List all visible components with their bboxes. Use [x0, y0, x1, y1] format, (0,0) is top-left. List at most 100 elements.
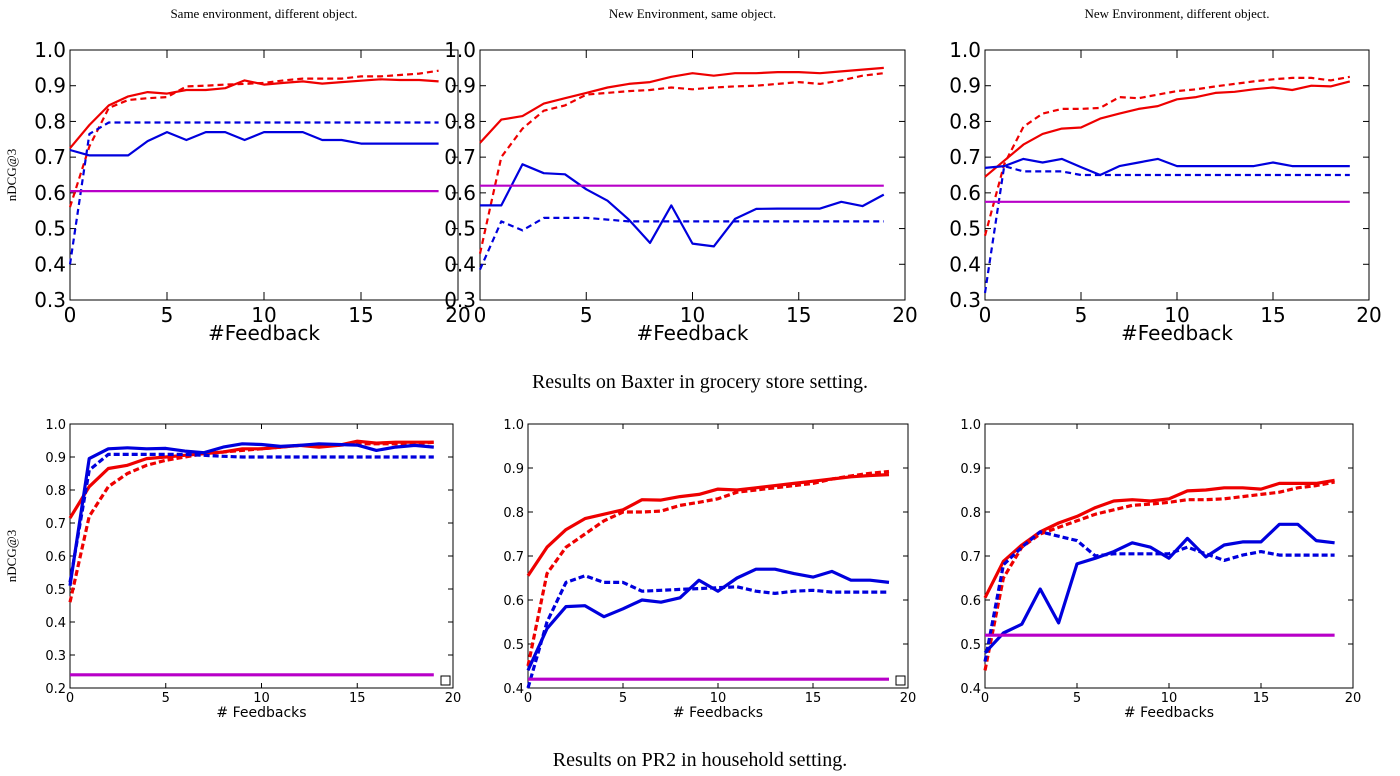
series-line-blue-dashed — [68, 452, 434, 583]
x-axis-label: #Feedback — [1121, 321, 1233, 345]
chart-title: New Environment, same object. — [609, 6, 776, 21]
series-line-blue-dashed — [68, 121, 439, 265]
x-tick-label: 10 — [1161, 691, 1178, 706]
x-axis-label: #Feedback — [208, 321, 320, 345]
y-tick-label: 0.3 — [949, 288, 981, 312]
x-tick-label: 20 — [445, 691, 462, 706]
plot-frame — [527, 423, 909, 689]
series-line-red-solid — [69, 78, 439, 149]
x-tick-label: 5 — [161, 303, 174, 327]
x-tick-label: 15 — [805, 691, 822, 706]
legend-marker — [440, 675, 451, 686]
y-tick-label: 0.7 — [949, 145, 981, 169]
row-caption: Results on PR2 in household setting. — [553, 749, 847, 771]
x-axis-label: # Feedbacks — [673, 705, 763, 721]
y-tick-label: 0.5 — [34, 217, 66, 241]
y-tick-label: 0.6 — [444, 181, 476, 205]
chart-panel: 0.4 0.5 0.6 0.7 0.8 0.9 1.0 0 5 10 15 20 # Feedbacks — [503, 418, 916, 721]
y-tick-label: 0.7 — [444, 145, 476, 169]
y-tick-label: 0.3 — [444, 288, 476, 312]
series-line-blue-dashed — [983, 530, 1335, 662]
y-tick-label: 0.6 — [45, 550, 66, 565]
chart-panel: Same environment, different object. 0.3 0.… — [34, 6, 471, 345]
x-tick-label: 20 — [445, 303, 470, 327]
series-line-blue-dashed — [526, 574, 889, 689]
y-tick-label: 0.9 — [503, 462, 524, 477]
y-tick-label: 0.6 — [960, 594, 981, 609]
y-tick-label: 0.6 — [949, 181, 981, 205]
y-tick-label: 0.4 — [444, 252, 476, 276]
y-tick-label: 0.4 — [45, 616, 66, 631]
y-tick-label: 0.9 — [960, 462, 981, 477]
x-tick-label: 20 — [1356, 303, 1381, 327]
y-tick-label: 0.8 — [45, 484, 66, 499]
x-tick-label: 10 — [251, 303, 276, 327]
x-tick-label: 5 — [1075, 303, 1088, 327]
y-tick-label: 0.4 — [949, 252, 981, 276]
y-axis-label: nDCG@3 — [4, 149, 19, 201]
x-tick-label: 15 — [786, 303, 811, 327]
series-line-red-solid — [526, 473, 890, 577]
series-line-red-dashed — [68, 440, 434, 603]
x-tick-label: 10 — [680, 303, 705, 327]
y-tick-label: 0.4 — [960, 682, 981, 697]
y-tick-label: 0.8 — [503, 506, 524, 521]
series-line-blue-dashed — [983, 165, 1350, 294]
series-line-red-dashed — [983, 75, 1351, 236]
y-tick-label: 0.6 — [34, 181, 66, 205]
series-line-blue-dashed — [478, 216, 884, 271]
x-tick-label: 0 — [524, 691, 532, 706]
x-tick-label: 20 — [900, 691, 917, 706]
x-tick-label: 0 — [474, 303, 487, 327]
y-tick-label: 0.7 — [34, 145, 66, 169]
x-axis-label: #Feedback — [636, 321, 748, 345]
series-line-red-solid — [984, 80, 1351, 178]
series-line-red-dashed — [526, 469, 890, 667]
plot-frame — [69, 423, 454, 689]
x-tick-label: 5 — [162, 691, 170, 706]
y-tick-label: 1.0 — [960, 418, 981, 433]
x-tick-label: 15 — [349, 691, 366, 706]
x-tick-label: 0 — [981, 691, 989, 706]
y-tick-label: 0.4 — [34, 252, 66, 276]
y-tick-label: 0.5 — [949, 217, 981, 241]
y-tick-label: 1.0 — [34, 38, 66, 62]
chart-panel: 0.4 0.5 0.6 0.7 0.8 0.9 1.0 0 5 10 15 20 # Feedbacks — [960, 418, 1361, 721]
x-tick-label: 0 — [66, 691, 74, 706]
x-tick-label: 10 — [710, 691, 727, 706]
x-tick-label: 10 — [253, 691, 270, 706]
y-tick-label: 0.8 — [444, 109, 476, 133]
series-line-red-solid — [983, 478, 1335, 599]
series-line-red-dashed — [983, 480, 1335, 671]
y-tick-label: 0.2 — [45, 682, 66, 697]
y-tick-label: 0.8 — [949, 109, 981, 133]
y-tick-label: 0.9 — [34, 74, 66, 98]
y-tick-label: 0.5 — [45, 583, 66, 598]
y-tick-label: 0.3 — [34, 288, 66, 312]
plot-frame — [69, 49, 459, 301]
y-tick-label: 0.5 — [503, 638, 524, 653]
chart-title: New Environment, different object. — [1085, 6, 1270, 21]
x-tick-label: 5 — [580, 303, 593, 327]
x-axis-label: # Feedbacks — [1124, 705, 1214, 721]
y-tick-label: 0.8 — [960, 506, 981, 521]
y-tick-label: 0.8 — [34, 109, 66, 133]
y-axis-label: nDCG@3 — [4, 530, 19, 582]
series-line-red-solid — [479, 66, 884, 144]
y-tick-label: 1.0 — [949, 38, 981, 62]
y-tick-label: 0.7 — [503, 550, 524, 565]
y-tick-label: 1.0 — [444, 38, 476, 62]
chart-title: Same environment, different object. — [170, 6, 357, 21]
x-tick-label: 20 — [892, 303, 917, 327]
x-tick-label: 5 — [1073, 691, 1081, 706]
y-tick-label: 0.4 — [503, 682, 524, 697]
plot-frame — [479, 49, 906, 301]
x-tick-label: 10 — [1164, 303, 1189, 327]
y-tick-label: 1.0 — [503, 418, 524, 433]
x-tick-label: 20 — [1345, 691, 1362, 706]
x-tick-label: 0 — [64, 303, 77, 327]
y-tick-label: 0.5 — [444, 217, 476, 241]
y-tick-label: 0.9 — [45, 451, 66, 466]
series-line-red-dashed — [68, 69, 439, 208]
